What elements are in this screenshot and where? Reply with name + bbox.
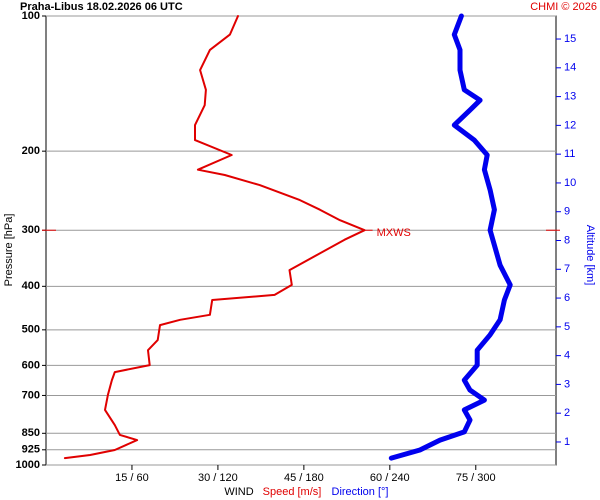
line-series <box>388 13 513 461</box>
x-tick-label: 60 / 240 <box>370 472 410 484</box>
annotation-text: MXWS <box>377 227 411 239</box>
x-tick-label: 45 / 180 <box>284 472 324 484</box>
x-tick-label: 75 / 300 <box>456 472 496 484</box>
x-tick-label: 30 / 120 <box>198 472 238 484</box>
credit: CHMI © 2026 <box>530 1 597 13</box>
y-tick-label: 700 <box>22 389 40 401</box>
y2-tick-label: 10 <box>564 177 576 189</box>
x-axis-label-direction: Direction [°] <box>332 486 389 498</box>
y2-tick-label: 5 <box>564 321 570 333</box>
x-tick-label: 15 / 60 <box>115 472 149 484</box>
chart-title: Praha-Libus 18.02.2026 06 UTC <box>20 1 183 13</box>
y2-tick-label: 9 <box>564 206 570 218</box>
y2-tick-label: 12 <box>564 119 576 131</box>
y2-tick-label: 11 <box>564 148 575 160</box>
y-tick-label: 1000 <box>16 459 40 471</box>
y-tick-label: 850 <box>22 427 40 439</box>
y2-tick-label: 2 <box>564 407 570 419</box>
y-tick-label: 400 <box>22 280 40 292</box>
y2-tick-label: 6 <box>564 292 570 304</box>
y2-tick-label: 1 <box>564 436 570 448</box>
x-axis-label: WIND <box>224 486 253 498</box>
y-tick-label: 300 <box>22 224 40 236</box>
y2-tick-label: 3 <box>564 378 570 390</box>
y-tick-label: 600 <box>22 359 40 371</box>
y2-axis-label: Altitude [km] <box>584 225 596 286</box>
line-series <box>63 15 366 460</box>
y-tick-label: 500 <box>22 324 40 336</box>
y-tick-label: 925 <box>22 444 40 456</box>
y2-tick-label: 15 <box>564 33 576 45</box>
x-axis-label-speed: Speed [m/s] <box>263 486 322 498</box>
y-tick-label: 100 <box>22 10 40 22</box>
y2-tick-label: 13 <box>564 90 576 102</box>
y2-tick-label: 7 <box>564 263 570 275</box>
y-tick-label: 200 <box>22 145 40 157</box>
y2-tick-label: 8 <box>564 234 570 246</box>
y2-tick-label: 4 <box>564 350 570 362</box>
y-axis-label: Pressure [hPa] <box>3 214 15 287</box>
y2-tick-label: 14 <box>564 62 576 74</box>
